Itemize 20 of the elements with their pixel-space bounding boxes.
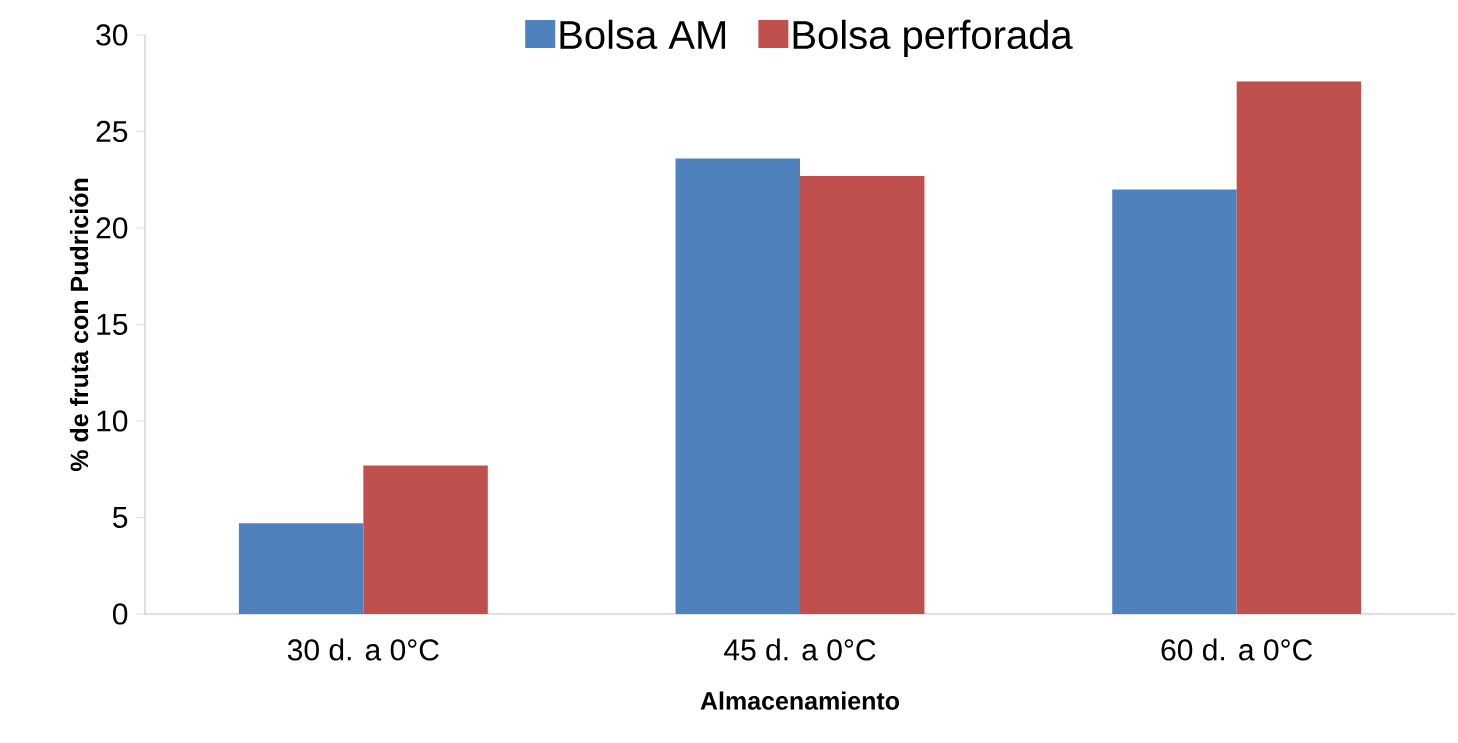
- legend-label: Bolsa perforada: [793, 19, 1073, 58]
- y-tick-label: 5: [113, 507, 128, 528]
- bar: [1236, 81, 1362, 614]
- bar: [1112, 189, 1237, 614]
- y-tick-label: 25: [96, 120, 128, 143]
- bar: [238, 523, 364, 614]
- bar: [675, 158, 800, 614]
- y-tick-label: 15: [97, 314, 128, 335]
- bar: [800, 175, 925, 614]
- y-tick-label: 0: [112, 603, 128, 625]
- y-tick-label: 30: [96, 24, 128, 46]
- x-tick-label: 60 d. a 0°C: [1161, 638, 1313, 661]
- y-tick-label: 20: [96, 217, 128, 239]
- legend-label: Bolsa AM: [560, 19, 726, 50]
- x-axis-title: Almacenamiento: [700, 691, 900, 710]
- y-axis-title: % de fruta con Pudrición: [69, 178, 89, 472]
- y-tick-label: 10: [97, 410, 128, 432]
- x-tick-label: 45 d. a 0°C: [724, 638, 876, 661]
- x-tick-label: 30 d. a 0°C: [287, 638, 439, 661]
- bar: [363, 465, 488, 614]
